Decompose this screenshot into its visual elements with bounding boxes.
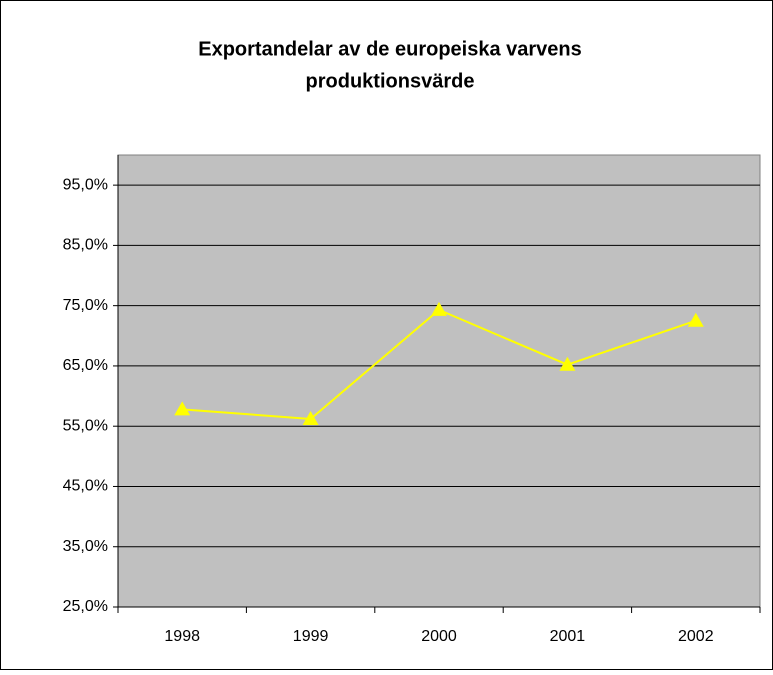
plot-area [117, 154, 761, 608]
x-tick-label: 1999 [293, 628, 329, 645]
data-point [174, 401, 191, 416]
x-tick-label: 2002 [678, 628, 714, 645]
y-tick-label: 75,0% [63, 297, 108, 314]
y-tick-label: 55,0% [63, 417, 108, 434]
y-tick-label: 95,0% [63, 176, 108, 193]
chart-title: Exportandelar av de europeiska varvens [198, 38, 582, 60]
y-tick-label: 25,0% [63, 598, 108, 615]
x-tick-label: 2000 [421, 628, 457, 645]
data-point [559, 356, 576, 371]
data-point [302, 410, 319, 425]
y-tick-label: 45,0% [63, 478, 108, 495]
y-tick-label: 65,0% [63, 357, 108, 374]
x-tick-label: 2001 [550, 628, 586, 645]
x-tick-label: 1998 [164, 628, 200, 645]
y-tick-label: 35,0% [63, 538, 108, 555]
y-tick-label: 85,0% [63, 237, 108, 254]
chart-title: produktionsvärde [306, 70, 475, 92]
data-point [687, 312, 704, 327]
data-point [431, 301, 447, 316]
